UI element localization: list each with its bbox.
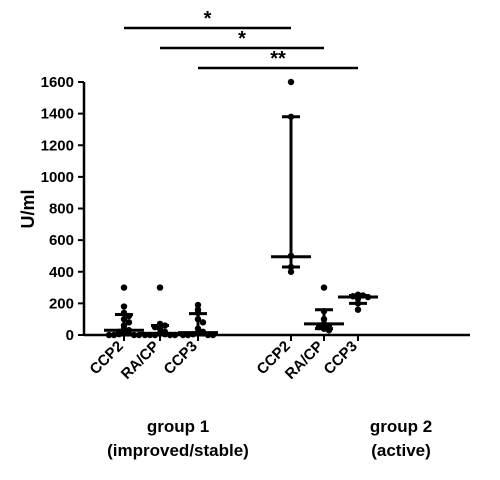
group-2-label-line2: (active)	[371, 441, 431, 460]
data-point	[120, 303, 128, 310]
data-point	[325, 327, 333, 334]
data-point	[156, 320, 164, 328]
group-1-label-line1: group 1	[147, 417, 209, 436]
data-point	[194, 309, 202, 317]
data-point	[161, 322, 169, 329]
y-tick-label: 1600	[41, 74, 74, 91]
data-point	[320, 315, 328, 323]
data-point	[320, 325, 328, 332]
data-point	[287, 263, 295, 271]
data-point	[204, 331, 212, 339]
y-tick-label: 1400	[41, 106, 74, 123]
data-point	[141, 331, 149, 339]
data-point	[125, 319, 133, 326]
data-point	[151, 331, 159, 339]
data-point	[320, 308, 328, 315]
group-1-label-line2: (improved/stable)	[107, 441, 249, 460]
data-point	[161, 331, 169, 338]
y-tick-label: 600	[49, 232, 74, 249]
data-point	[156, 330, 164, 337]
data-point	[287, 252, 295, 260]
data-point	[146, 331, 154, 339]
y-axis: 0 200 400 600 800 1000 1200 1400 1600	[41, 74, 470, 344]
data-point	[125, 330, 133, 337]
group-2-label-line1: group 2	[370, 417, 432, 436]
data-point	[354, 295, 362, 302]
data-point	[287, 268, 295, 275]
data-point	[287, 113, 295, 120]
data-point	[156, 284, 164, 291]
data-point	[125, 312, 133, 320]
data-point	[120, 329, 128, 336]
data-point	[179, 331, 187, 339]
x-tick-label: RA/CP	[118, 338, 163, 383]
data-point	[130, 331, 138, 339]
data-point	[199, 319, 207, 326]
data-point	[194, 329, 202, 336]
y-tick-label: 200	[49, 295, 74, 312]
significance-brackets: ****	[124, 8, 358, 70]
y-axis-title: U/ml	[18, 189, 38, 228]
data-point	[354, 300, 362, 307]
data-point	[199, 330, 207, 337]
data-point	[359, 292, 367, 299]
data-marks	[104, 78, 378, 339]
data-point	[209, 331, 217, 339]
data-point	[194, 301, 202, 309]
significance-label: *	[204, 8, 212, 30]
data-point	[115, 331, 123, 338]
data-point	[320, 320, 328, 328]
data-point	[354, 306, 362, 313]
data-point	[120, 315, 128, 323]
data-point	[156, 325, 164, 332]
data-point	[315, 323, 323, 331]
data-point	[120, 309, 128, 317]
data-point	[120, 284, 128, 291]
data-point	[287, 78, 295, 86]
data-point	[151, 323, 159, 331]
data-point	[320, 284, 328, 291]
y-tick-label: 1200	[41, 137, 74, 154]
y-tick-label: 400	[49, 264, 74, 281]
x-tick-label: CCP3	[321, 338, 361, 378]
data-point	[110, 331, 118, 339]
y-tick-label: 800	[49, 201, 74, 218]
data-point	[166, 331, 174, 339]
data-point	[325, 322, 333, 329]
data-point	[194, 315, 202, 323]
data-point	[171, 331, 179, 339]
data-point	[189, 331, 197, 338]
data-point	[349, 293, 357, 300]
data-point	[105, 331, 113, 339]
y-tick-label: 0	[66, 327, 74, 344]
data-point	[364, 293, 372, 301]
data-point	[184, 331, 192, 339]
y-tick-label: 1000	[41, 169, 74, 186]
significance-label: *	[238, 28, 246, 50]
x-tick-label: CCP3	[161, 338, 201, 378]
group-labels: group 1 (improved/stable) group 2 (activ…	[107, 417, 432, 460]
significance-label: **	[270, 48, 286, 70]
